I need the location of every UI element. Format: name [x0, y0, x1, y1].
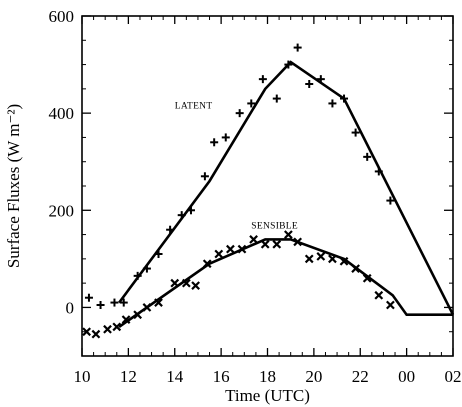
x-tick-label: 10 [74, 367, 91, 386]
sensible-point [170, 278, 180, 288]
x-tick-label: 02 [445, 367, 462, 386]
latent-point [84, 293, 93, 302]
sensible-point [191, 281, 200, 290]
sensible-point [260, 239, 270, 249]
latent-point [284, 60, 293, 69]
x-tick-label: 22 [352, 367, 369, 386]
tick-labels: 10 12 14 16 18 20 22 00 02 0 200 400 600 [49, 7, 462, 386]
latent-point [119, 298, 128, 307]
sensible-point [103, 324, 112, 334]
latent-point [386, 196, 395, 205]
x-tick-label: 12 [120, 367, 137, 386]
x-tick-label: 00 [398, 367, 415, 386]
sensible-point [91, 329, 101, 339]
annotation-latent: LATENT [175, 101, 213, 111]
sensible-point [142, 303, 152, 312]
latent-point [133, 271, 142, 280]
latent-point [328, 99, 337, 108]
latent-point [272, 94, 281, 103]
latent-point [177, 211, 186, 220]
plot-frame [81, 15, 454, 357]
sensible-point [316, 252, 326, 261]
sensible-point [154, 298, 163, 307]
sensible-point [82, 327, 92, 337]
latent-point [142, 264, 151, 273]
sensible-point [249, 235, 258, 244]
sensible-point [112, 322, 122, 332]
latent-point [374, 167, 383, 176]
sensible-point [226, 244, 235, 254]
axis-ticks [81, 15, 454, 357]
latent-point [247, 99, 256, 108]
sensible-point [121, 315, 131, 324]
x-tick-label: 14 [166, 367, 184, 386]
latent-point [351, 128, 360, 137]
latent-point [96, 301, 105, 309]
sensible-point [272, 239, 282, 249]
latent-point [258, 75, 267, 84]
latent-point [235, 109, 244, 118]
sensible-point [339, 256, 349, 266]
sensible-point [237, 244, 247, 254]
x-axis-title: Time (UTC) [225, 386, 310, 405]
sensible-point [202, 259, 212, 269]
fit-lines [118, 60, 455, 328]
y-tick-label: 600 [49, 7, 75, 26]
sensible-point [214, 249, 224, 259]
x-tick-label: 20 [305, 367, 322, 386]
y-axis-title: Surface Fluxes (W m⁻²) [4, 104, 23, 268]
y-tick-label: 0 [66, 298, 75, 317]
latent-point [293, 43, 302, 52]
latent-fit-line [118, 60, 455, 316]
y-tick-label: 400 [49, 104, 75, 123]
sensible-point [133, 310, 143, 320]
y-tick-label: 200 [49, 201, 75, 220]
annotation-sensible: SENSIBLE [251, 222, 298, 232]
latent-point [210, 138, 219, 147]
sensible-point [351, 264, 360, 273]
sensible-point [362, 273, 372, 283]
sensible-point [283, 230, 293, 239]
latent-point [166, 225, 175, 234]
latent-point [221, 133, 230, 142]
latent-point [186, 206, 195, 215]
latent-point [305, 80, 314, 88]
latent-point [340, 94, 349, 103]
latent-point [363, 152, 372, 161]
latent-point [200, 172, 209, 181]
annotations: LATENT SENSIBLE [175, 101, 298, 231]
sensible-point [328, 254, 337, 264]
sensible-point [374, 290, 384, 300]
sensible-point [181, 278, 191, 288]
sensible-fit-line [118, 238, 453, 328]
latent-point [316, 75, 325, 84]
latent-point [110, 298, 119, 307]
latent-point [154, 250, 163, 258]
sensible-point [304, 254, 314, 264]
x-tick-label: 18 [259, 367, 276, 386]
sensible-point [293, 237, 303, 247]
sensible-point [386, 300, 395, 310]
x-tick-label: 16 [213, 367, 230, 386]
data-points [82, 43, 395, 339]
